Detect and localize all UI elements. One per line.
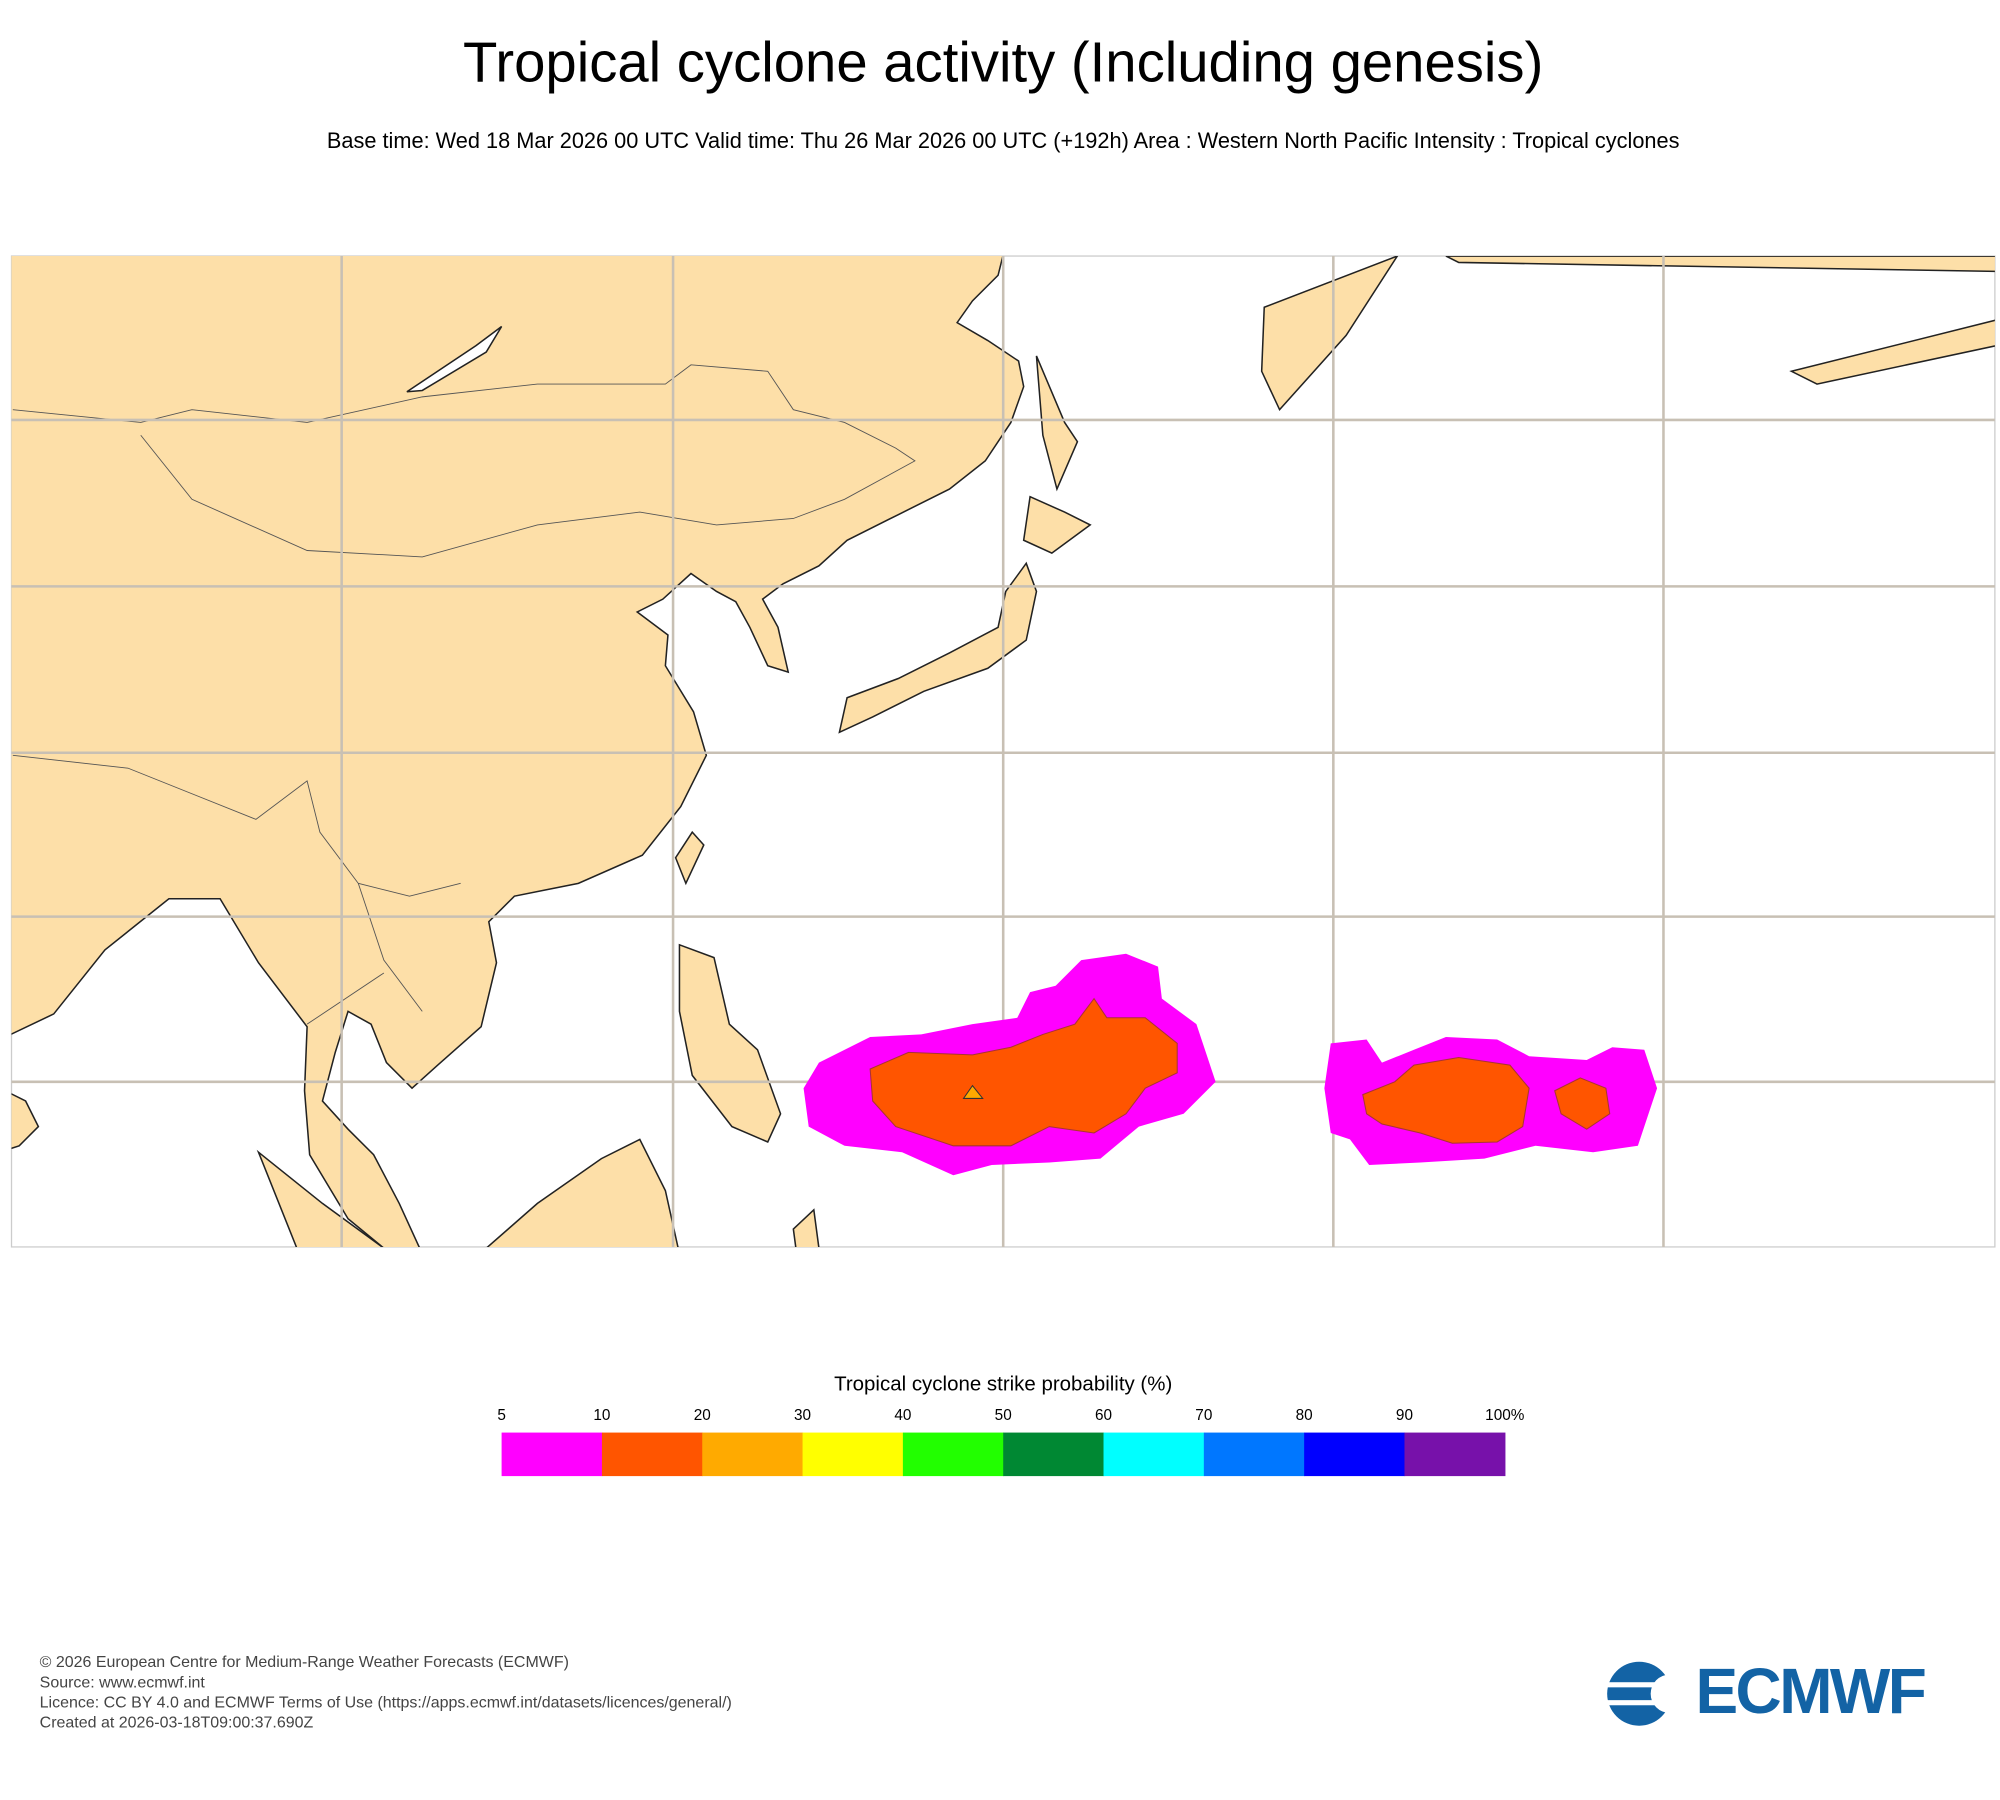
colorbar: 5 10 20 30 40 50 60 70 80 90 100% (497, 1407, 1525, 1477)
logo-icon-cut (1650, 1674, 1690, 1713)
logo-icon-stripe (1599, 1700, 1664, 1706)
title: Tropical cyclone activity (Including gen… (463, 30, 1543, 93)
land (1022, 495, 1092, 554)
colorbar-segment (802, 1432, 904, 1477)
colorbar-tick-label: 70 (1195, 1407, 1212, 1424)
logo-icon (1607, 1661, 1672, 1726)
probability-area (1362, 1056, 1530, 1144)
colorbar-segment (1103, 1432, 1205, 1477)
probability-area (869, 997, 1178, 1147)
colorbar-segment (902, 1432, 1004, 1477)
colorbar-tick-label: 50 (995, 1407, 1012, 1424)
colorbar-segment (1203, 1432, 1305, 1477)
colorbar-tick-label: 100% (1485, 1407, 1525, 1424)
colorbar-segment (601, 1432, 703, 1477)
footer: © 2026 European Centre for Medium-Range … (40, 1654, 732, 1731)
footer-line: Licence: CC BY 4.0 and ECMWF Terms of Us… (40, 1694, 732, 1711)
colorbar-tick-label: 40 (894, 1407, 911, 1424)
land (838, 561, 1038, 734)
map (10, 255, 1996, 1248)
legend-title: Tropical cyclone strike probability (%) (834, 1373, 1172, 1396)
colorbar-tick-label: 60 (1095, 1407, 1112, 1424)
probability-area (1554, 1077, 1611, 1130)
colorbar-segment (1404, 1432, 1506, 1477)
probability-areas (803, 953, 1658, 1176)
colorbar-tick-label: 5 (497, 1407, 506, 1424)
border (12, 364, 916, 558)
colorbar-segment (1003, 1432, 1105, 1477)
probability-area (962, 1084, 984, 1099)
colorbar-tick-label: 30 (794, 1407, 811, 1424)
colorbar-tick-label: 90 (1396, 1407, 1413, 1424)
land (1260, 256, 1399, 412)
border (12, 754, 461, 1025)
logo-icon-stripe (1599, 1682, 1664, 1688)
land (1035, 355, 1079, 492)
colorbar-tick-label: 10 (593, 1407, 610, 1424)
colorbar-segment (702, 1432, 804, 1477)
subtitle: Base time: Wed 18 Mar 2026 00 UTC Valid … (327, 128, 1680, 153)
logo-text: ECMWF (1695, 1655, 1924, 1727)
footer-line: Created at 2026-03-18T09:00:37.690Z (40, 1715, 314, 1732)
land (674, 830, 705, 886)
land (256, 1149, 384, 1247)
land (792, 1208, 820, 1247)
land (1789, 319, 1995, 385)
colorbar-segment (501, 1432, 603, 1477)
land (678, 943, 782, 1143)
land (1445, 256, 1995, 273)
footer-line: © 2026 European Centre for Medium-Range … (40, 1654, 569, 1671)
land (11, 1093, 40, 1150)
logo: ECMWF (1599, 1655, 1927, 1727)
colorbar-segment (1304, 1432, 1406, 1477)
land (486, 1138, 679, 1247)
lake (406, 325, 503, 393)
colorbar-tick-label: 80 (1296, 1407, 1313, 1424)
footer-line: Source: www.ecmwf.int (40, 1674, 206, 1691)
colorbar-tick-label: 20 (694, 1407, 711, 1424)
